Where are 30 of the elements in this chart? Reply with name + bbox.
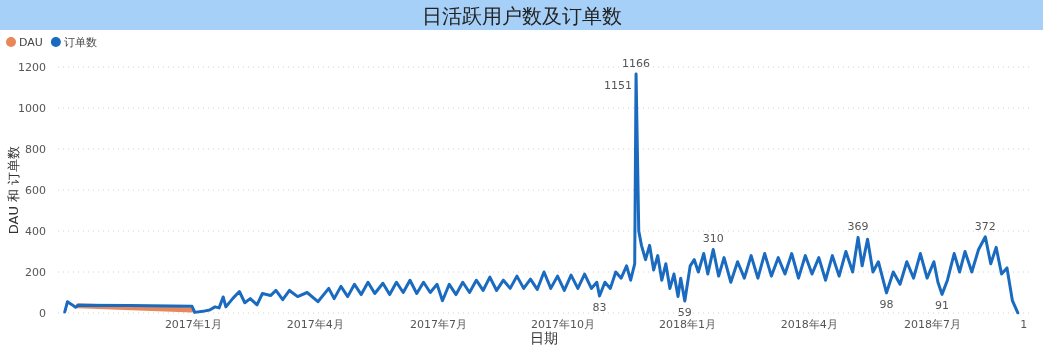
- x-tick-label: 2018年7月: [904, 318, 962, 331]
- data-label: 59: [677, 305, 692, 319]
- x-tick-label: 2017年4月: [286, 318, 344, 331]
- data-label: 98: [879, 297, 894, 311]
- y-axis-title: DAU 和 订单数: [6, 145, 21, 235]
- x-tick-label: 2018年1月: [659, 318, 716, 331]
- x-axis-title: 日期: [530, 330, 558, 346]
- data-label: 372: [974, 219, 996, 233]
- data-label: 310: [702, 232, 724, 246]
- y-tick-label: 600: [25, 184, 46, 197]
- data-label: 83: [592, 300, 607, 314]
- data-label: 369: [847, 220, 869, 234]
- y-tick-label: 1000: [18, 102, 46, 115]
- annotation: 1151: [604, 79, 633, 93]
- y-tick-label: 200: [25, 266, 46, 279]
- y-tick-label: 800: [25, 143, 46, 156]
- legend-label: DAU: [19, 36, 43, 49]
- y-tick-label: 1200: [18, 61, 46, 74]
- x-tick-label: 2017年7月: [409, 318, 467, 331]
- data-label: 91: [935, 299, 950, 313]
- chart-title: 日活跃用户数及订单数: [421, 4, 622, 28]
- y-tick-label: 0: [39, 307, 46, 320]
- legend-label: 订单数: [63, 36, 97, 49]
- data-label: 1: [1020, 317, 1028, 331]
- y-tick-label: 400: [25, 225, 46, 238]
- x-tick-label: 2018年4月: [780, 318, 838, 331]
- line-series: [63, 72, 1020, 315]
- x-tick-label: 2017年1月: [164, 318, 222, 331]
- data-label: 1166: [622, 56, 651, 70]
- x-tick-label: 2017年10月: [530, 318, 595, 331]
